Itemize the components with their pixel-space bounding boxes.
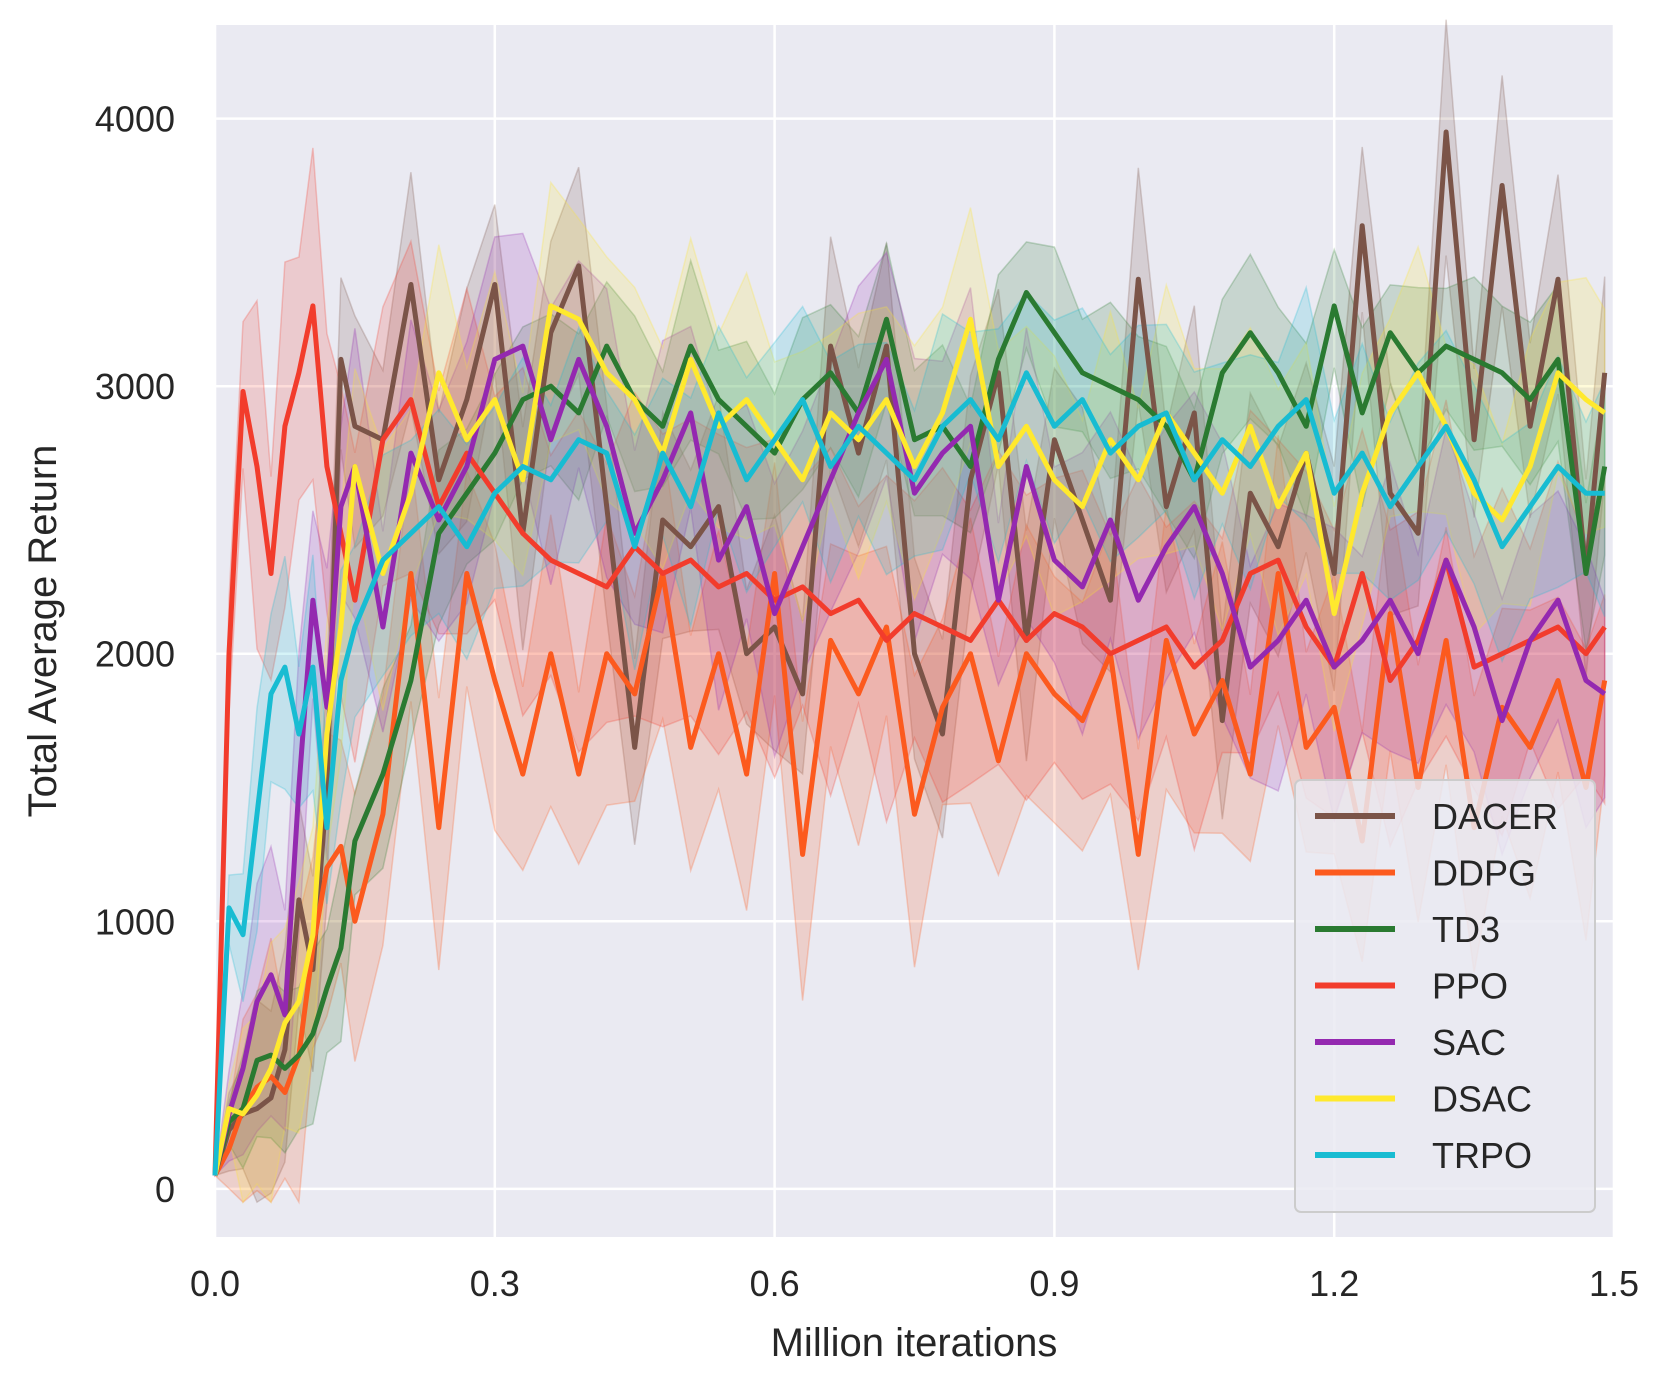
legend-label-dsac: DSAC	[1432, 1079, 1532, 1120]
x-tick-label: 1.2	[1309, 1263, 1359, 1304]
y-tick-label: 0	[155, 1169, 175, 1210]
band-sac	[213, 232, 1606, 1178]
legend-box	[1294, 779, 1596, 1213]
legend-label-ppo: PPO	[1432, 966, 1508, 1007]
series-line-dsac	[212, 303, 1607, 1177]
legend-label-ddpg: DDPG	[1432, 853, 1536, 894]
x-axis-title: Million iterations	[771, 1321, 1058, 1365]
band-ppo	[214, 147, 1606, 1176]
series-line-dacer	[212, 129, 1608, 1177]
band-dsac	[214, 180, 1606, 1204]
x-tick-label: 0.3	[470, 1263, 520, 1304]
x-tick-label: 1.5	[1589, 1263, 1639, 1304]
legend-label-trpo: TRPO	[1432, 1135, 1532, 1176]
y-tick-label: 4000	[95, 99, 175, 140]
series-line-trpo	[212, 370, 1605, 1176]
x-tick-label: 0.9	[1029, 1263, 1079, 1304]
legend-label-dacer: DACER	[1432, 796, 1558, 837]
tick-labels: 0.0 0.3 0.6 0.9 1.2 1.5 0 1000 2000 3000 4000	[95, 99, 1639, 1304]
y-tick-label: 1000	[95, 901, 175, 942]
y-tick-label: 2000	[95, 634, 175, 675]
y-axis-title: Total Average Return	[21, 445, 65, 818]
legend-label-td3: TD3	[1432, 909, 1500, 950]
x-tick-label: 0.6	[750, 1263, 800, 1304]
y-tick-label: 3000	[95, 366, 175, 407]
legend: DACER DDPG TD3 PPO SAC DSAC TRPO	[1294, 779, 1596, 1213]
series-lines	[212, 129, 1608, 1177]
series-line-td3	[212, 290, 1608, 1177]
x-tick-label: 0.0	[190, 1263, 240, 1304]
legend-label-sac: SAC	[1432, 1022, 1506, 1063]
series-line-ppo	[212, 303, 1607, 1176]
